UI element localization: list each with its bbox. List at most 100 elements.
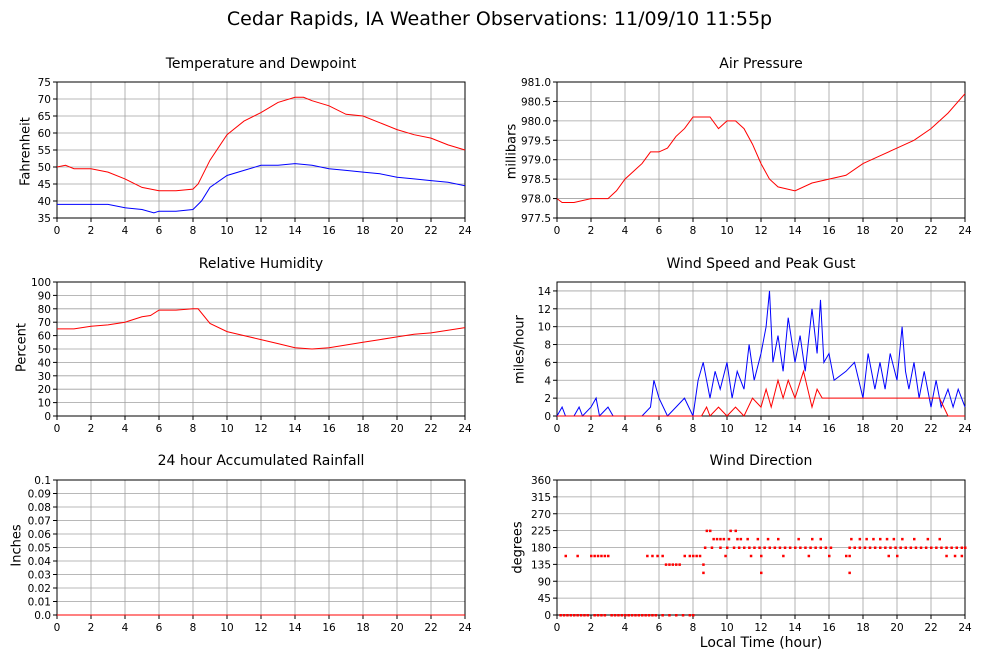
rain-xtick-label: 6 <box>156 622 163 634</box>
dir-point <box>863 546 867 549</box>
dir-point <box>702 563 705 566</box>
rh-xtick-label: 10 <box>220 423 233 435</box>
dir-point <box>576 554 579 558</box>
dir-point <box>753 546 756 549</box>
temp-ytick-label: 40 <box>38 196 51 208</box>
dir-point <box>794 546 797 549</box>
dir-point <box>814 546 817 549</box>
dir-point <box>782 554 785 558</box>
wind-plot-frame <box>556 281 966 417</box>
dir-point <box>892 537 896 541</box>
rain-xtick-label: 18 <box>356 622 369 634</box>
dir-point <box>828 554 831 558</box>
rh-ytick-label: 90 <box>38 290 51 302</box>
dir-point <box>749 554 753 558</box>
dir-point <box>904 546 907 549</box>
dir-ytick-label: 315 <box>531 492 551 504</box>
dir-point <box>960 554 964 558</box>
pres-series-line-0 <box>556 93 966 203</box>
dir-point <box>734 529 737 533</box>
humidity-chart-title: Relative Humidity <box>198 256 324 272</box>
temp-xtick-label: 8 <box>190 225 197 237</box>
dir-xtick-label: 10 <box>720 622 733 634</box>
dir-point <box>758 546 761 549</box>
dir-point <box>811 537 814 541</box>
rain-xtick-label: 12 <box>254 622 267 634</box>
dir-point <box>681 614 685 617</box>
dir-point <box>850 537 853 541</box>
dir-point <box>634 614 637 617</box>
temp-chart-title: Temperature and Dewpoint <box>165 56 357 72</box>
dir-point <box>678 563 681 566</box>
dir-point <box>760 571 763 575</box>
wind-xtick-label: 2 <box>588 423 595 435</box>
dir-point <box>630 614 634 617</box>
dir-point <box>760 554 763 558</box>
dir-point <box>573 614 576 617</box>
rh-series-line-0 <box>57 308 466 350</box>
temp-ytick-label: 50 <box>38 162 51 174</box>
temp-xtick-label: 10 <box>220 225 233 237</box>
dir-xtick-label: 24 <box>958 622 972 634</box>
dir-point <box>661 614 664 617</box>
dir-point <box>940 546 943 549</box>
pres-ytick-label: 978.5 <box>521 174 551 186</box>
dir-point <box>596 554 600 558</box>
dir-point <box>668 563 671 566</box>
dir-ytick-label: 360 <box>531 475 551 487</box>
rh-ytick-label: 20 <box>38 384 51 396</box>
dir-point <box>562 614 566 617</box>
dir-point <box>698 554 702 558</box>
wind-xtick-label: 18 <box>856 423 869 435</box>
dir-point <box>901 537 904 541</box>
dir-point <box>964 546 967 549</box>
dir-point <box>603 614 607 617</box>
dir-point <box>719 546 722 549</box>
wind-xtick-label: 6 <box>656 423 663 435</box>
dir-point <box>763 546 766 549</box>
dir-xtick-label: 12 <box>754 622 767 634</box>
dir-point <box>858 546 862 549</box>
wind-ytick-label: 6 <box>544 357 551 369</box>
rh-ytick-label: 100 <box>31 277 51 289</box>
pres-ytick-label: 980.0 <box>521 116 551 128</box>
dir-point <box>746 537 749 541</box>
dir-point <box>715 537 719 541</box>
dir-point <box>768 546 771 549</box>
dir-point <box>641 614 644 617</box>
wind-chart-title: Wind Speed and Peak Gust <box>666 256 856 272</box>
dir-xtick-label: 0 <box>554 622 561 634</box>
rain-xtick-label: 10 <box>220 622 233 634</box>
dir-point <box>894 546 897 549</box>
direction-chart-title: Wind Direction <box>709 453 813 469</box>
temp-xtick-label: 0 <box>54 225 61 237</box>
wind-xtick-label: 24 <box>958 423 972 435</box>
temp-xtick-label: 6 <box>156 225 163 237</box>
rain-ytick-label: 0.0 <box>34 610 51 622</box>
rh-xtick-label: 22 <box>424 423 437 435</box>
rain-ytick-label: 0.08 <box>28 502 51 514</box>
wind-ytick-label: 14 <box>538 286 552 298</box>
dir-xtick-label: 6 <box>656 622 663 634</box>
dir-point <box>845 554 848 558</box>
dir-xtick-label: 2 <box>588 622 595 634</box>
wind-xtick-label: 0 <box>554 423 561 435</box>
temp-ytick-label: 35 <box>38 213 51 225</box>
temp-series-line-1 <box>57 163 466 214</box>
rh-ytick-label: 30 <box>38 371 51 383</box>
dir-point <box>569 614 573 617</box>
rh-ytick-label: 70 <box>38 317 51 329</box>
dir-point <box>926 537 930 541</box>
dir-point <box>914 546 918 549</box>
rh-plot-frame <box>56 281 466 417</box>
rain-xtick-label: 22 <box>424 622 437 634</box>
dir-point <box>853 546 856 549</box>
temp-series-line-0 <box>56 96 466 192</box>
rh-xtick-label: 2 <box>88 423 95 435</box>
dir-point <box>726 546 729 549</box>
wind-ytick-label: 0 <box>544 411 551 423</box>
dir-point <box>960 546 964 549</box>
dir-point <box>884 546 887 549</box>
dir-point <box>896 554 899 558</box>
rain-xtick-label: 2 <box>88 622 95 634</box>
